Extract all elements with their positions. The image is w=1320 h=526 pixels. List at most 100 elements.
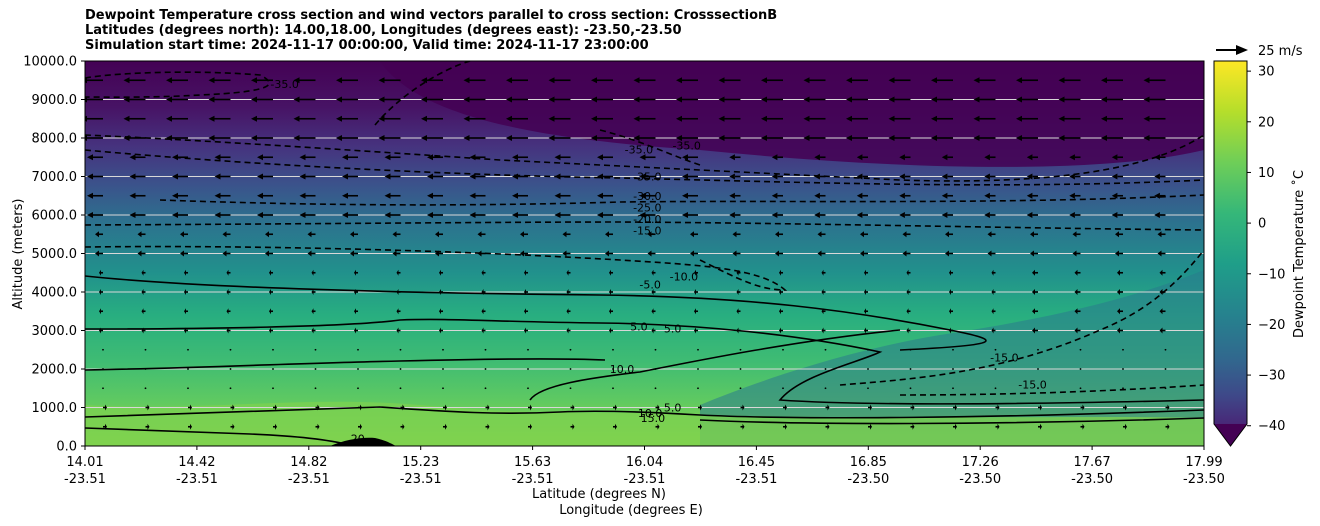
wind-vector-head bbox=[1111, 154, 1118, 161]
wind-vector-head bbox=[421, 135, 427, 141]
x-tick-label-lat: 17.26 bbox=[962, 455, 999, 470]
wind-vector-head bbox=[846, 135, 852, 141]
wind-vector-head bbox=[742, 404, 745, 411]
wind-vector-head bbox=[931, 135, 937, 141]
wind-vector-head bbox=[342, 212, 348, 218]
wind-vector-head bbox=[520, 250, 524, 257]
wind-vector-head bbox=[378, 135, 385, 141]
x-tick-label-lat: 15.63 bbox=[514, 455, 551, 470]
x-tick-label-lon: -23.51 bbox=[512, 472, 554, 487]
wind-vector-head bbox=[342, 154, 348, 161]
wind-vector-head bbox=[651, 269, 654, 276]
wind-vector-head bbox=[779, 308, 781, 315]
wind-vector bbox=[187, 368, 189, 370]
contour-label: -10.0 bbox=[670, 271, 698, 284]
wind-vector-head bbox=[694, 289, 696, 295]
wind-vector-head bbox=[779, 269, 781, 276]
wind-vector-head bbox=[226, 308, 229, 315]
wind-vector-head bbox=[251, 77, 257, 84]
wind-vector-head bbox=[354, 269, 356, 276]
wind-vector-head bbox=[718, 77, 725, 84]
wind-vector-head bbox=[307, 231, 312, 238]
x-tick-label-lat: 16.85 bbox=[850, 455, 887, 470]
wind-vector-head bbox=[785, 404, 787, 411]
y-tick-label: 6000.0 bbox=[32, 209, 78, 224]
wind-vector-head bbox=[639, 212, 646, 218]
wind-vector bbox=[399, 368, 402, 370]
wind-vector-head bbox=[864, 289, 866, 295]
contour-label: 5.0 bbox=[630, 321, 648, 334]
wind-vector-head bbox=[605, 250, 609, 257]
wind-key-arrow-head bbox=[1236, 45, 1248, 55]
wind-vector-head bbox=[222, 250, 227, 257]
wind-vector-head bbox=[307, 250, 312, 257]
wind-vector-head bbox=[166, 115, 172, 122]
wind-vector-head bbox=[87, 192, 93, 199]
wind-vector-head bbox=[1074, 289, 1078, 295]
wind-vector bbox=[697, 368, 699, 370]
wind-vector-head bbox=[548, 135, 555, 141]
wind-vector-head bbox=[941, 154, 948, 161]
wind-vector-head bbox=[657, 423, 660, 430]
contour-label: 20 bbox=[351, 432, 365, 445]
wind-vector-head bbox=[864, 327, 866, 334]
wind-vector-head bbox=[676, 77, 682, 84]
wind-vector-head bbox=[269, 269, 271, 276]
wind-vector-head bbox=[572, 423, 575, 430]
wind-vector-head bbox=[85, 115, 87, 122]
colorbar-ticks: 30 20 10 0 −10 −20 −30 −40 bbox=[1247, 65, 1285, 434]
wind-vector-head bbox=[427, 173, 433, 180]
contour-line-dashed bbox=[85, 245, 788, 291]
wind-vector-head bbox=[633, 96, 640, 103]
contour-label: 10.0 bbox=[610, 363, 635, 376]
wind-vector-head bbox=[1040, 423, 1042, 430]
wind-vector-head bbox=[633, 135, 640, 141]
wind-vector bbox=[442, 368, 444, 370]
wind-vector-head bbox=[633, 77, 640, 84]
wind-vector-head bbox=[1016, 77, 1022, 84]
wind-vector-head bbox=[123, 96, 130, 103]
wind-vector-head bbox=[172, 192, 178, 199]
wind-vector bbox=[1164, 368, 1167, 370]
wind-vector-head bbox=[732, 231, 737, 238]
wind-vector-head bbox=[775, 250, 779, 257]
contour-label: -30.0 bbox=[633, 190, 661, 203]
contour-line-solid bbox=[85, 358, 606, 371]
wind-vector-head bbox=[633, 115, 640, 122]
wind-vector-head bbox=[257, 154, 263, 161]
colorbar-label: Dewpoint Temperature ˚C bbox=[1291, 170, 1307, 338]
wind-vector-head bbox=[208, 135, 215, 141]
wind-vector-head bbox=[1159, 289, 1163, 295]
wind-vector-head bbox=[718, 96, 725, 103]
wind-vector-head bbox=[506, 96, 512, 103]
wind-vector-head bbox=[141, 289, 144, 295]
wind-vector-head bbox=[902, 250, 907, 257]
wind-vector-head bbox=[949, 269, 951, 276]
contour-label: 15.0 bbox=[641, 412, 666, 425]
wind-vector-head bbox=[530, 423, 532, 430]
wind-vector bbox=[909, 387, 912, 390]
wind-vector bbox=[952, 387, 954, 390]
wind-vector-head bbox=[336, 135, 342, 141]
wind-vector bbox=[952, 368, 954, 370]
wind-vector-head bbox=[463, 135, 470, 141]
wind-vector bbox=[824, 348, 827, 351]
wind-vector-head bbox=[597, 154, 603, 161]
wind-vector-head bbox=[293, 115, 300, 122]
wind-vector-head bbox=[1154, 192, 1160, 199]
wind-vector-head bbox=[99, 308, 101, 315]
wind-vector-head bbox=[269, 308, 271, 315]
wind-vector-head bbox=[520, 231, 524, 238]
wind-vector-head bbox=[269, 327, 271, 334]
wind-vector-head bbox=[761, 115, 767, 122]
wind-vector-head bbox=[566, 308, 569, 315]
wind-vector-head bbox=[1032, 269, 1035, 276]
contour-label: -15.0 bbox=[633, 224, 661, 237]
contour-line-solid bbox=[85, 406, 1204, 419]
contour-line-solid bbox=[85, 427, 351, 446]
wind-vector-head bbox=[997, 423, 1000, 430]
contour-line-dashed bbox=[899, 384, 1204, 396]
x-axis-title-lon: Longitude (degrees E) bbox=[559, 503, 703, 518]
wind-vector-head bbox=[1072, 250, 1077, 257]
x-tick-label-lat: 15.23 bbox=[402, 455, 439, 470]
